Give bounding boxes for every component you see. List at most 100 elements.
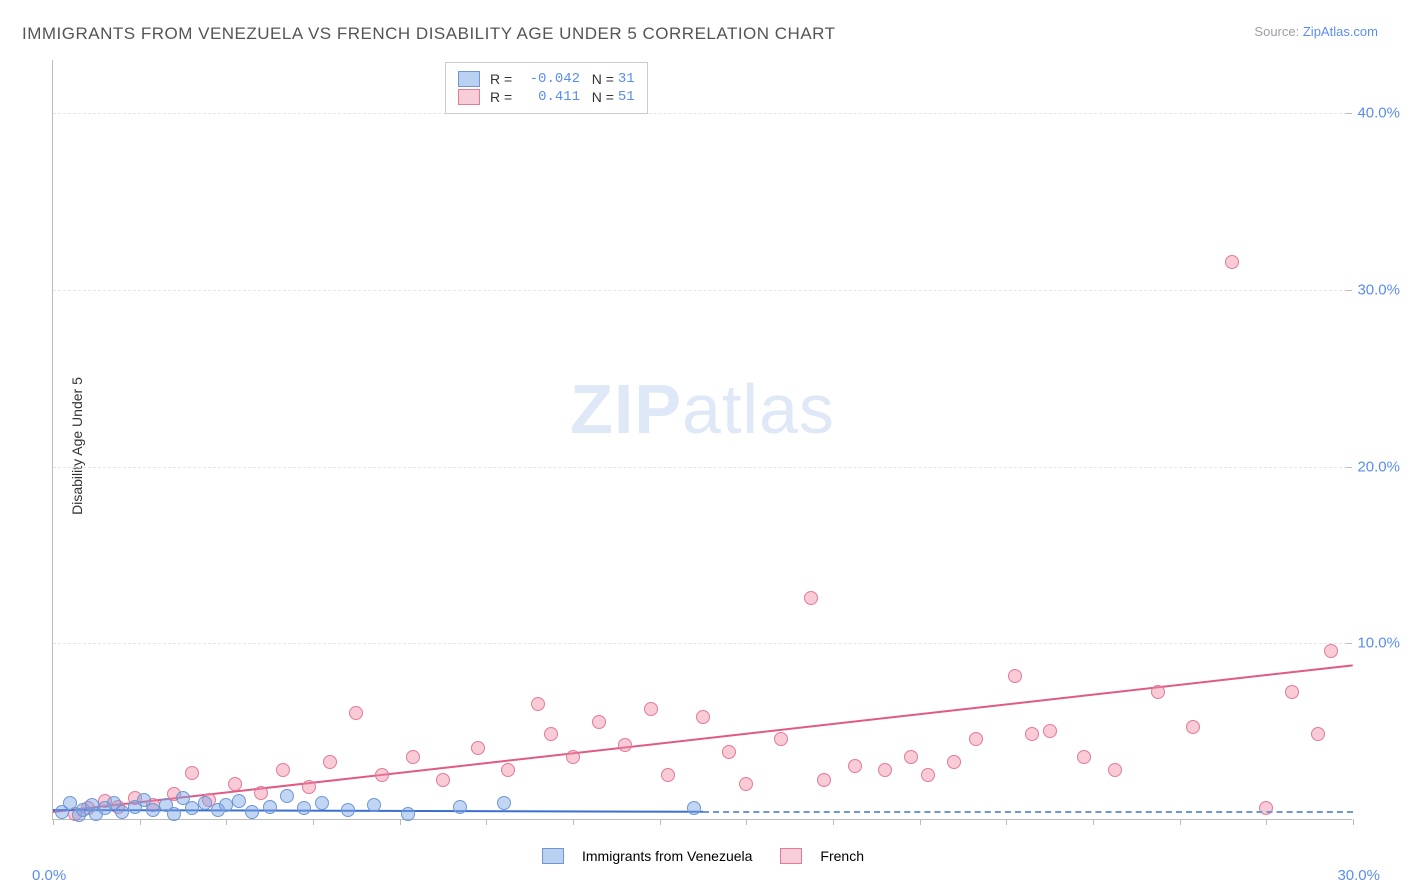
x-tick: [746, 819, 747, 825]
x-tick: [486, 819, 487, 825]
x-tick: [53, 819, 54, 825]
x-tick: [226, 819, 227, 825]
series-legend-item-french: French: [780, 848, 864, 864]
legend-n-value: 31: [618, 71, 635, 87]
gridline: [53, 643, 1352, 644]
data-point-venezuela: [245, 805, 259, 819]
y-tick: [1346, 290, 1352, 291]
data-point-french: [544, 727, 558, 741]
source-label: Source:: [1254, 24, 1299, 39]
x-tick: [1093, 819, 1094, 825]
data-point-french: [1025, 727, 1039, 741]
data-point-french: [804, 591, 818, 605]
legend-r-label: R =: [490, 71, 516, 87]
data-point-venezuela: [453, 800, 467, 814]
data-point-venezuela: [341, 803, 355, 817]
data-point-venezuela: [315, 796, 329, 810]
x-tick: [1180, 819, 1181, 825]
data-point-french: [661, 768, 675, 782]
data-point-french: [921, 768, 935, 782]
source-attribution: Source: ZipAtlas.com: [1254, 24, 1378, 39]
data-point-french: [904, 750, 918, 764]
data-point-french: [375, 768, 389, 782]
x-tick: [1353, 819, 1354, 825]
legend-swatch: [542, 848, 564, 864]
data-point-french: [1259, 801, 1273, 815]
data-point-venezuela: [367, 798, 381, 812]
x-tick: [833, 819, 834, 825]
data-point-venezuela: [115, 805, 129, 819]
data-point-venezuela: [185, 801, 199, 815]
data-point-venezuela: [167, 807, 181, 821]
data-point-french: [774, 732, 788, 746]
data-point-french: [302, 780, 316, 794]
data-point-french: [1043, 724, 1057, 738]
legend-n-label: N =: [580, 71, 618, 87]
data-point-french: [1186, 720, 1200, 734]
x-tick: [660, 819, 661, 825]
gridline: [53, 290, 1352, 291]
data-point-venezuela: [280, 789, 294, 803]
legend-n-value: 51: [618, 89, 635, 105]
data-point-french: [1324, 644, 1338, 658]
y-axis-tick-label: 10.0%: [1357, 635, 1400, 652]
data-point-french: [848, 759, 862, 773]
y-tick: [1346, 467, 1352, 468]
x-tick: [313, 819, 314, 825]
data-point-french: [644, 702, 658, 716]
data-point-venezuela: [146, 803, 160, 817]
gridline: [53, 113, 1352, 114]
data-point-french: [349, 706, 363, 720]
data-point-french: [1008, 669, 1022, 683]
data-point-french: [1311, 727, 1325, 741]
data-point-french: [1225, 255, 1239, 269]
data-point-french: [696, 710, 710, 724]
data-point-french: [436, 773, 450, 787]
data-point-venezuela: [232, 794, 246, 808]
data-point-french: [406, 750, 420, 764]
watermark-bold: ZIP: [570, 370, 682, 448]
series-legend-item-venezuela: Immigrants from Venezuela: [542, 848, 752, 864]
data-point-french: [969, 732, 983, 746]
data-point-venezuela: [297, 801, 311, 815]
trend-line-dashed-venezuela: [703, 811, 1353, 813]
series-legend-label: French: [820, 848, 864, 864]
data-point-french: [618, 738, 632, 752]
x-axis-tick-30: 30.0%: [1337, 867, 1380, 884]
x-tick: [140, 819, 141, 825]
legend-swatch: [458, 89, 480, 105]
x-tick: [920, 819, 921, 825]
y-tick: [1346, 643, 1352, 644]
data-point-french: [817, 773, 831, 787]
series-legend: Immigrants from Venezuela French: [542, 848, 864, 864]
data-point-french: [1151, 685, 1165, 699]
data-point-french: [739, 777, 753, 791]
data-point-venezuela: [497, 796, 511, 810]
x-tick: [1266, 819, 1267, 825]
gridline: [53, 467, 1352, 468]
legend-row-venezuela: R = -0.042 N = 31: [458, 71, 635, 87]
data-point-french: [323, 755, 337, 769]
data-point-venezuela: [687, 801, 701, 815]
data-point-french: [471, 741, 485, 755]
data-point-venezuela: [63, 796, 77, 810]
correlation-legend-box: R = -0.042 N = 31R = 0.411 N = 51: [445, 62, 648, 114]
legend-r-label: R =: [490, 89, 516, 105]
watermark: ZIPatlas: [570, 369, 835, 449]
data-point-venezuela: [198, 796, 212, 810]
x-tick: [573, 819, 574, 825]
data-point-venezuela: [401, 807, 415, 821]
source-link[interactable]: ZipAtlas.com: [1303, 24, 1378, 39]
x-axis-tick-0: 0.0%: [32, 867, 66, 884]
series-legend-label: Immigrants from Venezuela: [582, 848, 752, 864]
data-point-french: [228, 777, 242, 791]
data-point-french: [276, 763, 290, 777]
chart-plot-area: ZIPatlas: [52, 60, 1352, 820]
data-point-french: [878, 763, 892, 777]
data-point-french: [947, 755, 961, 769]
data-point-french: [501, 763, 515, 777]
data-point-french: [1108, 763, 1122, 777]
data-point-french: [722, 745, 736, 759]
data-point-french: [1285, 685, 1299, 699]
y-tick: [1346, 113, 1352, 114]
